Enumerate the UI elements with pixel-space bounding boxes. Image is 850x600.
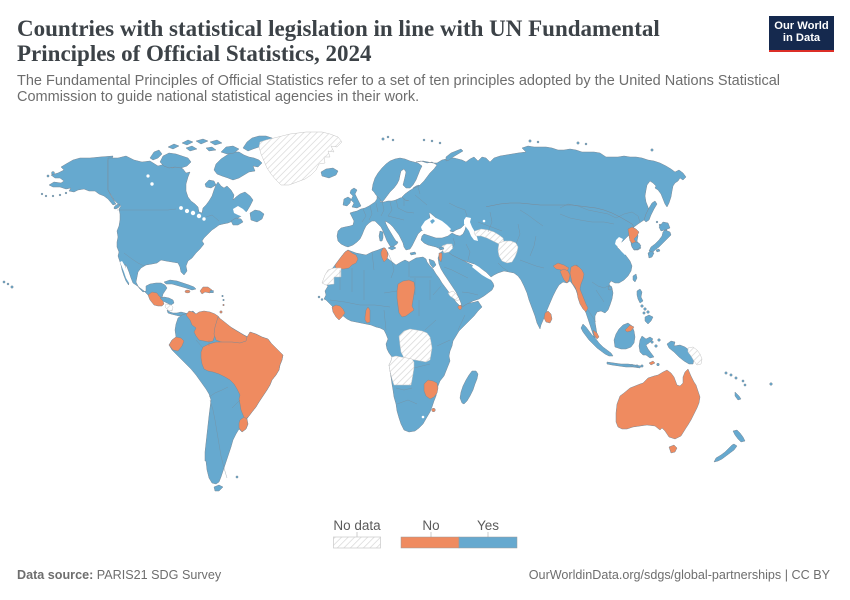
svg-text:No: No — [422, 518, 439, 533]
svg-text:Yes: Yes — [477, 518, 499, 533]
svg-text:No data: No data — [333, 518, 381, 533]
